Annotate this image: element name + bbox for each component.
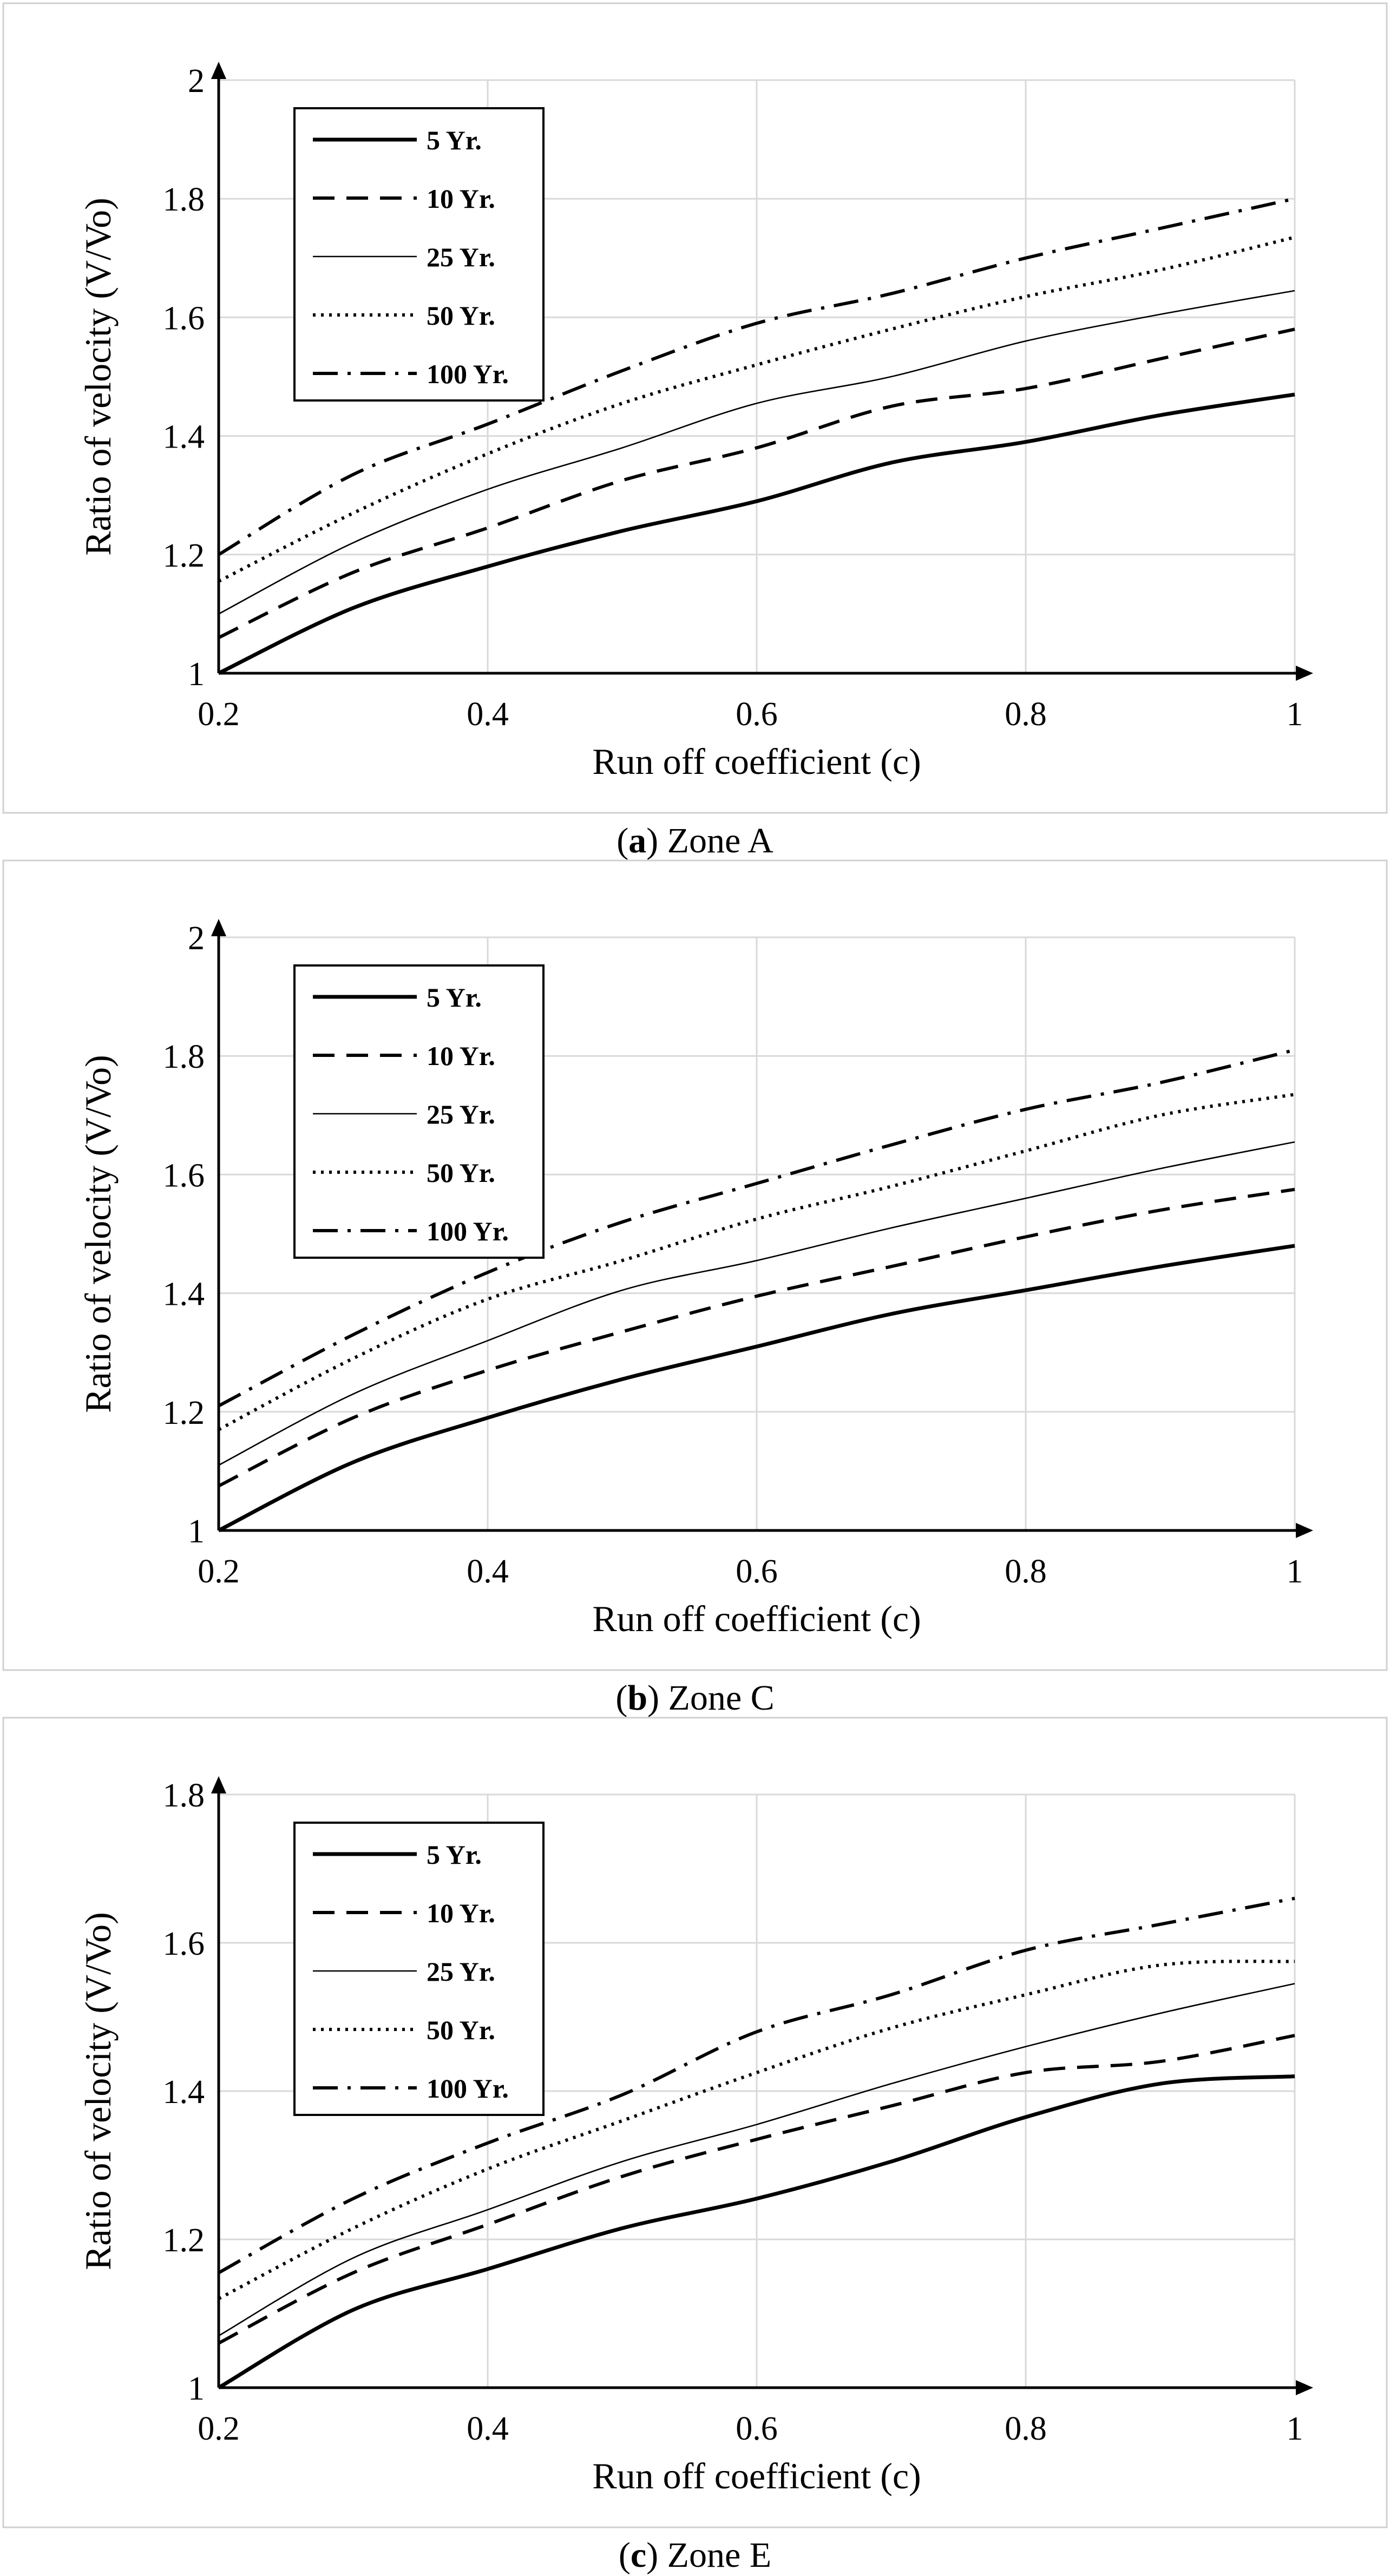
y-tick-label: 1.2 [163, 1395, 205, 1431]
chart-panel-zone-e: 0.2 0.4 0.6 0.8 1 1 1.2 1.4 1.6 1.8 Run off coeffi… [0, 1714, 1390, 2575]
y-tick-label: 1.6 [163, 300, 205, 337]
legend-label: 10 Yr. [427, 1898, 495, 1928]
y-tick-label: 2 [188, 920, 205, 957]
y-axis-title: Ratio of velocity (V/Vo) [77, 198, 119, 556]
legend-label: 50 Yr. [427, 300, 495, 331]
y-tick-label: 1.4 [163, 419, 205, 456]
legend-box [293, 107, 545, 402]
y-tick-label: 1.6 [163, 1157, 205, 1194]
y-axis-arrow [211, 62, 226, 79]
y-tick-label: 1.8 [163, 181, 205, 218]
x-axis-title: Run off coefficient (c) [592, 1598, 921, 1639]
chart-zone-e: 0.2 0.4 0.6 0.8 1 1 1.2 1.4 1.6 1.8 Run off coeffi… [2, 1717, 1388, 2528]
x-tick-label: 0.6 [736, 1553, 778, 1590]
caption-zone-c: (b) Zone C [615, 1678, 775, 1718]
series-line-25-yr [218, 1141, 1295, 1466]
legend-box [293, 964, 545, 1259]
x-tick-label: 0.2 [198, 2410, 240, 2447]
x-axis-title: Run off coefficient (c) [592, 2455, 921, 2496]
caption-text: Zone C [668, 1678, 775, 1718]
series-line-5-yr [218, 1244, 1295, 1533]
series-line-50-yr [218, 1093, 1295, 1431]
caption-text: Zone A [667, 821, 773, 860]
series-line-25-yr [218, 1983, 1295, 2337]
legend-label: 5 Yr. [427, 982, 482, 1013]
y-tick-label: 2 [188, 63, 205, 100]
y-axis-arrow [211, 1776, 226, 1793]
x-tick-label: 1 [1287, 2410, 1303, 2447]
y-axis-arrow [211, 919, 226, 936]
x-axis-arrow [1296, 2380, 1313, 2395]
caption-letter: a [628, 821, 647, 860]
y-axis-title: Ratio of velocity (V/Vo) [77, 1912, 119, 2270]
series-line-5-yr [218, 2074, 1295, 2390]
x-tick-label: 0.6 [736, 2410, 778, 2447]
y-tick-label: 1.4 [163, 2074, 205, 2111]
y-tick-label: 1 [188, 1513, 205, 1550]
caption-letter: c [630, 2535, 647, 2575]
y-tick-label: 1.8 [163, 1039, 205, 1075]
legend-label: 10 Yr. [427, 183, 495, 214]
caption-text: Zone E [667, 2535, 772, 2575]
series-line-10-yr [218, 2034, 1295, 2345]
series-line-25-yr [218, 290, 1295, 615]
x-tick-label: 0.4 [467, 1553, 509, 1590]
x-tick-label: 1 [1287, 1553, 1303, 1590]
series-line-50-yr [218, 1960, 1295, 2301]
x-tick-label: 0.8 [1005, 1553, 1047, 1590]
chart-zone-c: 0.2 0.4 0.6 0.8 1 1 1.2 1.4 1.6 1.8 2 Run off coeff… [2, 859, 1388, 1671]
series-line-100-yr [218, 1896, 1295, 2275]
caption-zone-a: (a) Zone A [617, 821, 773, 860]
chart-zone-a: 0.2 0.4 0.6 0.8 1 1 1.2 1.4 1.6 1.8 2 Run off coeff… [2, 2, 1388, 814]
legend-label: 5 Yr. [427, 1839, 482, 1870]
x-tick-label: 0.6 [736, 696, 778, 733]
y-axis-title: Ratio of velocity (V/Vo) [77, 1055, 119, 1413]
caption-zone-e: (c) Zone E [618, 2535, 772, 2575]
chart-panel-zone-c: 0.2 0.4 0.6 0.8 1 1 1.2 1.4 1.6 1.8 2 Run off coeff… [0, 857, 1390, 1718]
chart-frame [2, 1717, 1388, 2528]
legend-box [293, 1822, 545, 2116]
x-tick-label: 0.8 [1005, 696, 1047, 733]
y-tick-label: 1.8 [163, 1777, 205, 1814]
chart-panel-zone-a: 0.2 0.4 0.6 0.8 1 1 1.2 1.4 1.6 1.8 2 Run off coeff… [0, 0, 1390, 860]
legend-label: 5 Yr. [427, 125, 482, 155]
legend-label: 25 Yr. [427, 1099, 495, 1129]
legend-label: 50 Yr. [427, 2015, 495, 2045]
series-line-100-yr [218, 1048, 1295, 1408]
legend-label: 100 Yr. [427, 1216, 509, 1246]
y-tick-label: 1 [188, 2370, 205, 2407]
series-line-5-yr [218, 392, 1295, 675]
x-axis-arrow [1296, 666, 1313, 681]
x-tick-label: 0.2 [198, 696, 240, 733]
y-tick-label: 1.2 [163, 537, 205, 574]
legend-label: 10 Yr. [427, 1041, 495, 1071]
legend-label: 50 Yr. [427, 1158, 495, 1188]
x-axis-title: Run off coefficient (c) [592, 741, 921, 782]
x-tick-label: 0.8 [1005, 2410, 1047, 2447]
series-line-50-yr [218, 235, 1295, 583]
legend-label: 100 Yr. [427, 2073, 509, 2104]
x-tick-label: 0.4 [467, 696, 509, 733]
y-tick-label: 1.2 [163, 2222, 205, 2259]
series-line-100-yr [218, 197, 1295, 556]
y-tick-label: 1.4 [163, 1276, 205, 1313]
y-tick-label: 1 [188, 656, 205, 693]
x-tick-label: 1 [1287, 696, 1303, 733]
x-axis-arrow [1296, 1523, 1313, 1538]
legend-label: 25 Yr. [427, 242, 495, 272]
x-tick-label: 0.4 [467, 2410, 509, 2447]
chart-frame [2, 2, 1388, 814]
legend-label: 25 Yr. [427, 1956, 495, 1987]
legend-label: 100 Yr. [427, 359, 509, 389]
caption-letter: b [627, 1678, 648, 1718]
x-tick-label: 0.2 [198, 1553, 240, 1590]
y-tick-label: 1.6 [163, 1926, 205, 1962]
